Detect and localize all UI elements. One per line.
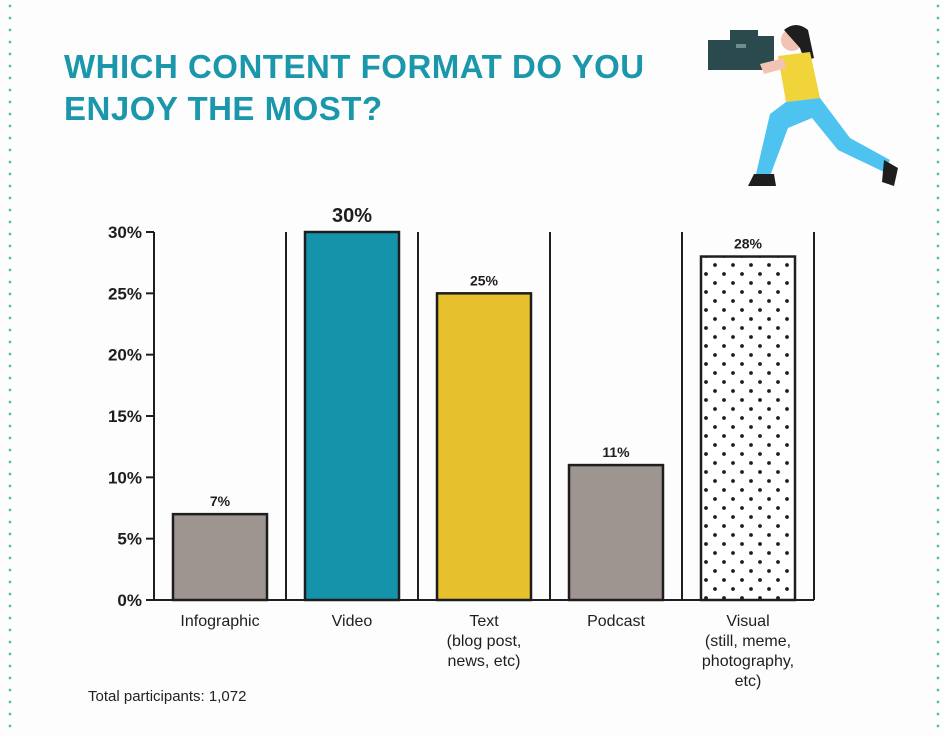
right-dotted-border <box>936 0 940 736</box>
y-tick-label: 0% <box>117 591 142 610</box>
bar <box>435 292 533 602</box>
data-label: 28% <box>734 236 763 252</box>
y-tick-label: 25% <box>108 284 142 303</box>
category-label: etc) <box>735 673 762 690</box>
bar <box>171 512 269 602</box>
category-label: (blog post, <box>447 633 522 650</box>
bar <box>699 255 797 602</box>
data-label: 30% <box>332 205 372 227</box>
category-label: (still, meme, <box>705 633 791 650</box>
category-label: Visual <box>726 613 769 630</box>
category-label: news, etc) <box>448 653 521 670</box>
data-label: 11% <box>602 444 630 460</box>
bar <box>303 230 401 602</box>
category-label: Text <box>469 613 499 630</box>
y-tick-label: 5% <box>117 530 142 549</box>
category-label: Video <box>332 613 373 630</box>
category-label: photography, <box>702 653 794 670</box>
left-dotted-border <box>8 0 12 736</box>
y-tick-label: 20% <box>108 346 142 365</box>
data-label: 7% <box>210 493 231 509</box>
data-label: 25% <box>470 272 499 288</box>
y-tick-label: 10% <box>108 468 142 487</box>
total-participants-note: Total participants: 1,072 <box>88 688 247 705</box>
y-tick-label: 30% <box>108 223 142 242</box>
bar <box>567 463 665 602</box>
category-label: Infographic <box>180 613 259 630</box>
chart-title: WHICH CONTENT FORMAT DO YOU ENJOY THE MO… <box>64 48 645 127</box>
videographer-illustration <box>708 25 898 186</box>
category-label: Podcast <box>587 613 645 630</box>
y-tick-label: 15% <box>108 407 142 426</box>
